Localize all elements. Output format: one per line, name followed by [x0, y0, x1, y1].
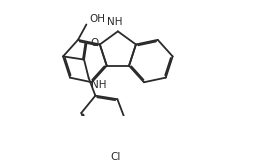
Text: Cl: Cl [110, 152, 121, 162]
Text: O: O [91, 38, 99, 48]
Text: NH: NH [107, 17, 122, 27]
Text: NH: NH [91, 80, 107, 90]
Text: OH: OH [90, 14, 106, 24]
